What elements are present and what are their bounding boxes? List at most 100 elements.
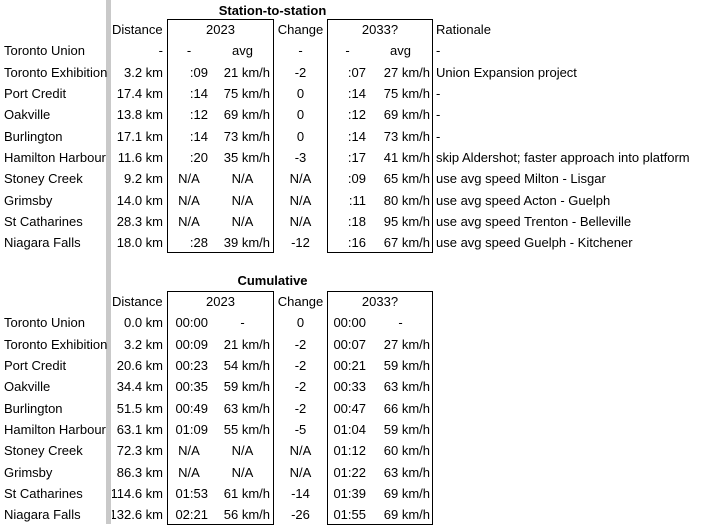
cell-rationale[interactable]	[433, 355, 703, 376]
cell-station[interactable]: St Catharines	[4, 213, 83, 229]
cell-station[interactable]: Stoney Creek	[4, 171, 83, 187]
cell-speed-2023[interactable]: 69 km/h	[223, 107, 270, 123]
cell-rationale[interactable]	[433, 312, 703, 333]
cell-speed-2023[interactable]: 54 km/h	[223, 358, 270, 374]
cell-station[interactable]: Toronto Union	[4, 43, 85, 59]
cell-station[interactable]: Stoney Creek	[4, 443, 83, 459]
cell-time-2023[interactable]: 02:21	[175, 507, 208, 523]
cell-time-2023[interactable]: 01:09	[175, 421, 208, 437]
cell-speed-2023[interactable]: 75 km/h	[223, 86, 270, 102]
cell-station[interactable]: Toronto Union	[4, 315, 85, 331]
cell-distance[interactable]: 28.3 km	[116, 213, 163, 229]
cell-time-2023[interactable]: -	[186, 43, 192, 59]
cell-time-2033[interactable]: -	[345, 43, 350, 59]
cell-speed-2023[interactable]: 73 km/h	[223, 128, 270, 144]
cell-speed-2023[interactable]: 59 km/h	[223, 379, 270, 395]
cell-station[interactable]: Niagara Falls	[4, 235, 81, 251]
cell-speed-2023[interactable]: 56 km/h	[223, 507, 270, 523]
cell-rationale[interactable]	[433, 419, 703, 440]
cell-rationale[interactable]	[433, 376, 703, 397]
blank-corner-cell[interactable]	[0, 291, 112, 312]
cell-time-2023[interactable]: 00:49	[175, 400, 208, 416]
cell-time-2033[interactable]: 01:22	[333, 464, 366, 480]
rationale-header[interactable]: Rationale	[436, 22, 491, 38]
cell-speed-2023[interactable]: 61 km/h	[223, 485, 270, 501]
cell-speed-2033[interactable]: 69 km/h	[383, 485, 430, 501]
cell-time-2023[interactable]: :09	[189, 64, 208, 80]
change-header[interactable]: Change	[277, 22, 324, 38]
cell-change[interactable]: -2	[294, 400, 307, 416]
cell-station[interactable]: St Catharines	[4, 485, 83, 501]
cell-time-2023[interactable]: :12	[189, 107, 208, 123]
cell-speed-2023[interactable]: -	[240, 315, 245, 331]
cell-station[interactable]: Toronto Exhibition	[4, 336, 108, 352]
cell-time-2033[interactable]: :14	[347, 128, 366, 144]
cell-time-2023[interactable]: N/A	[178, 443, 200, 459]
cell-rationale[interactable]: use avg speed Milton - Lisgar	[436, 171, 606, 187]
cell-speed-2033[interactable]: 80 km/h	[383, 192, 430, 208]
cell-speed-2033[interactable]: -	[398, 315, 403, 331]
cell-time-2023[interactable]: 01:53	[175, 485, 208, 501]
cell-rationale[interactable]: use avg speed Trenton - Belleville	[436, 213, 632, 229]
cell-rationale[interactable]: -	[436, 86, 441, 102]
cell-speed-2023[interactable]: 63 km/h	[223, 400, 270, 416]
cell-speed-2033[interactable]: 59 km/h	[383, 358, 430, 374]
cell-speed-2033[interactable]: 59 km/h	[383, 421, 430, 437]
cell-distance[interactable]: 17.1 km	[116, 128, 163, 144]
cell-station[interactable]: Burlington	[4, 400, 63, 416]
cell-distance[interactable]: 34.4 km	[116, 379, 163, 395]
cell-time-2023[interactable]: 00:35	[175, 379, 208, 395]
cell-change[interactable]: -2	[294, 379, 307, 395]
cell-distance[interactable]: 9.2 km	[123, 171, 163, 187]
cell-station[interactable]: Toronto Exhibition	[4, 64, 108, 80]
cell-rationale[interactable]	[433, 483, 703, 504]
cell-speed-2023[interactable]: N/A	[231, 464, 254, 480]
cell-time-2033[interactable]: :16	[347, 235, 366, 251]
cell-speed-2033[interactable]: 73 km/h	[383, 128, 430, 144]
cell-speed-2033[interactable]: 41 km/h	[383, 149, 430, 165]
cell-time-2033[interactable]: :12	[347, 107, 366, 123]
cell-speed-2033[interactable]: avg	[390, 43, 411, 59]
cell-speed-2033[interactable]: 27 km/h	[383, 336, 430, 352]
cell-speed-2033[interactable]: 69 km/h	[383, 107, 430, 123]
cell-time-2023[interactable]: N/A	[178, 213, 200, 229]
cell-station[interactable]: Grimsby	[4, 192, 53, 208]
cell-change[interactable]: N/A	[289, 171, 312, 187]
cell-speed-2033[interactable]: 63 km/h	[383, 379, 430, 395]
cell-time-2023[interactable]: N/A	[178, 192, 200, 208]
cell-distance[interactable]: 114.6 km	[112, 485, 163, 501]
cell-change[interactable]: -26	[291, 507, 310, 523]
cell-time-2023[interactable]: :14	[189, 86, 208, 102]
cell-change[interactable]: -2	[294, 336, 307, 352]
cell-rationale[interactable]	[433, 461, 703, 482]
cell-distance[interactable]: 0.0 km	[123, 315, 163, 331]
cell-rationale[interactable]: -	[436, 128, 441, 144]
cell-change[interactable]: 0	[296, 128, 305, 144]
cell-distance[interactable]: 132.6 km	[112, 507, 163, 523]
cell-time-2033[interactable]: 00:00	[333, 315, 366, 331]
cell-rationale[interactable]	[433, 397, 703, 418]
cell-time-2023[interactable]: 00:23	[175, 358, 208, 374]
cell-distance[interactable]: 72.3 km	[116, 443, 163, 459]
cell-distance[interactable]: 3.2 km	[123, 64, 163, 80]
cell-speed-2023[interactable]: N/A	[231, 171, 254, 187]
cell-speed-2023[interactable]: N/A	[231, 192, 254, 208]
cell-distance[interactable]: 63.1 km	[116, 421, 163, 437]
cell-distance[interactable]: 13.8 km	[116, 107, 163, 123]
cell-change[interactable]: 0	[296, 86, 305, 102]
cell-distance[interactable]: 17.4 km	[116, 86, 163, 102]
blank-corner-cell[interactable]	[0, 19, 112, 40]
cell-rationale[interactable]	[433, 334, 703, 355]
cell-time-2023[interactable]: 00:00	[175, 315, 208, 331]
cell-distance[interactable]: 11.6 km	[117, 149, 163, 165]
cell-speed-2033[interactable]: 65 km/h	[383, 171, 430, 187]
cell-speed-2023[interactable]: N/A	[231, 443, 254, 459]
cell-station[interactable]: Niagara Falls	[4, 507, 81, 523]
cell-time-2033[interactable]: :17	[347, 149, 366, 165]
change-header[interactable]: Change	[277, 294, 324, 310]
cell-station[interactable]: Hamilton Harbour	[4, 421, 106, 437]
cell-rationale[interactable]	[433, 440, 703, 461]
cell-distance[interactable]: 3.2 km	[123, 336, 163, 352]
cell-change[interactable]: N/A	[289, 443, 312, 459]
cell-rationale[interactable]: use avg speed Acton - Guelph	[436, 192, 611, 208]
